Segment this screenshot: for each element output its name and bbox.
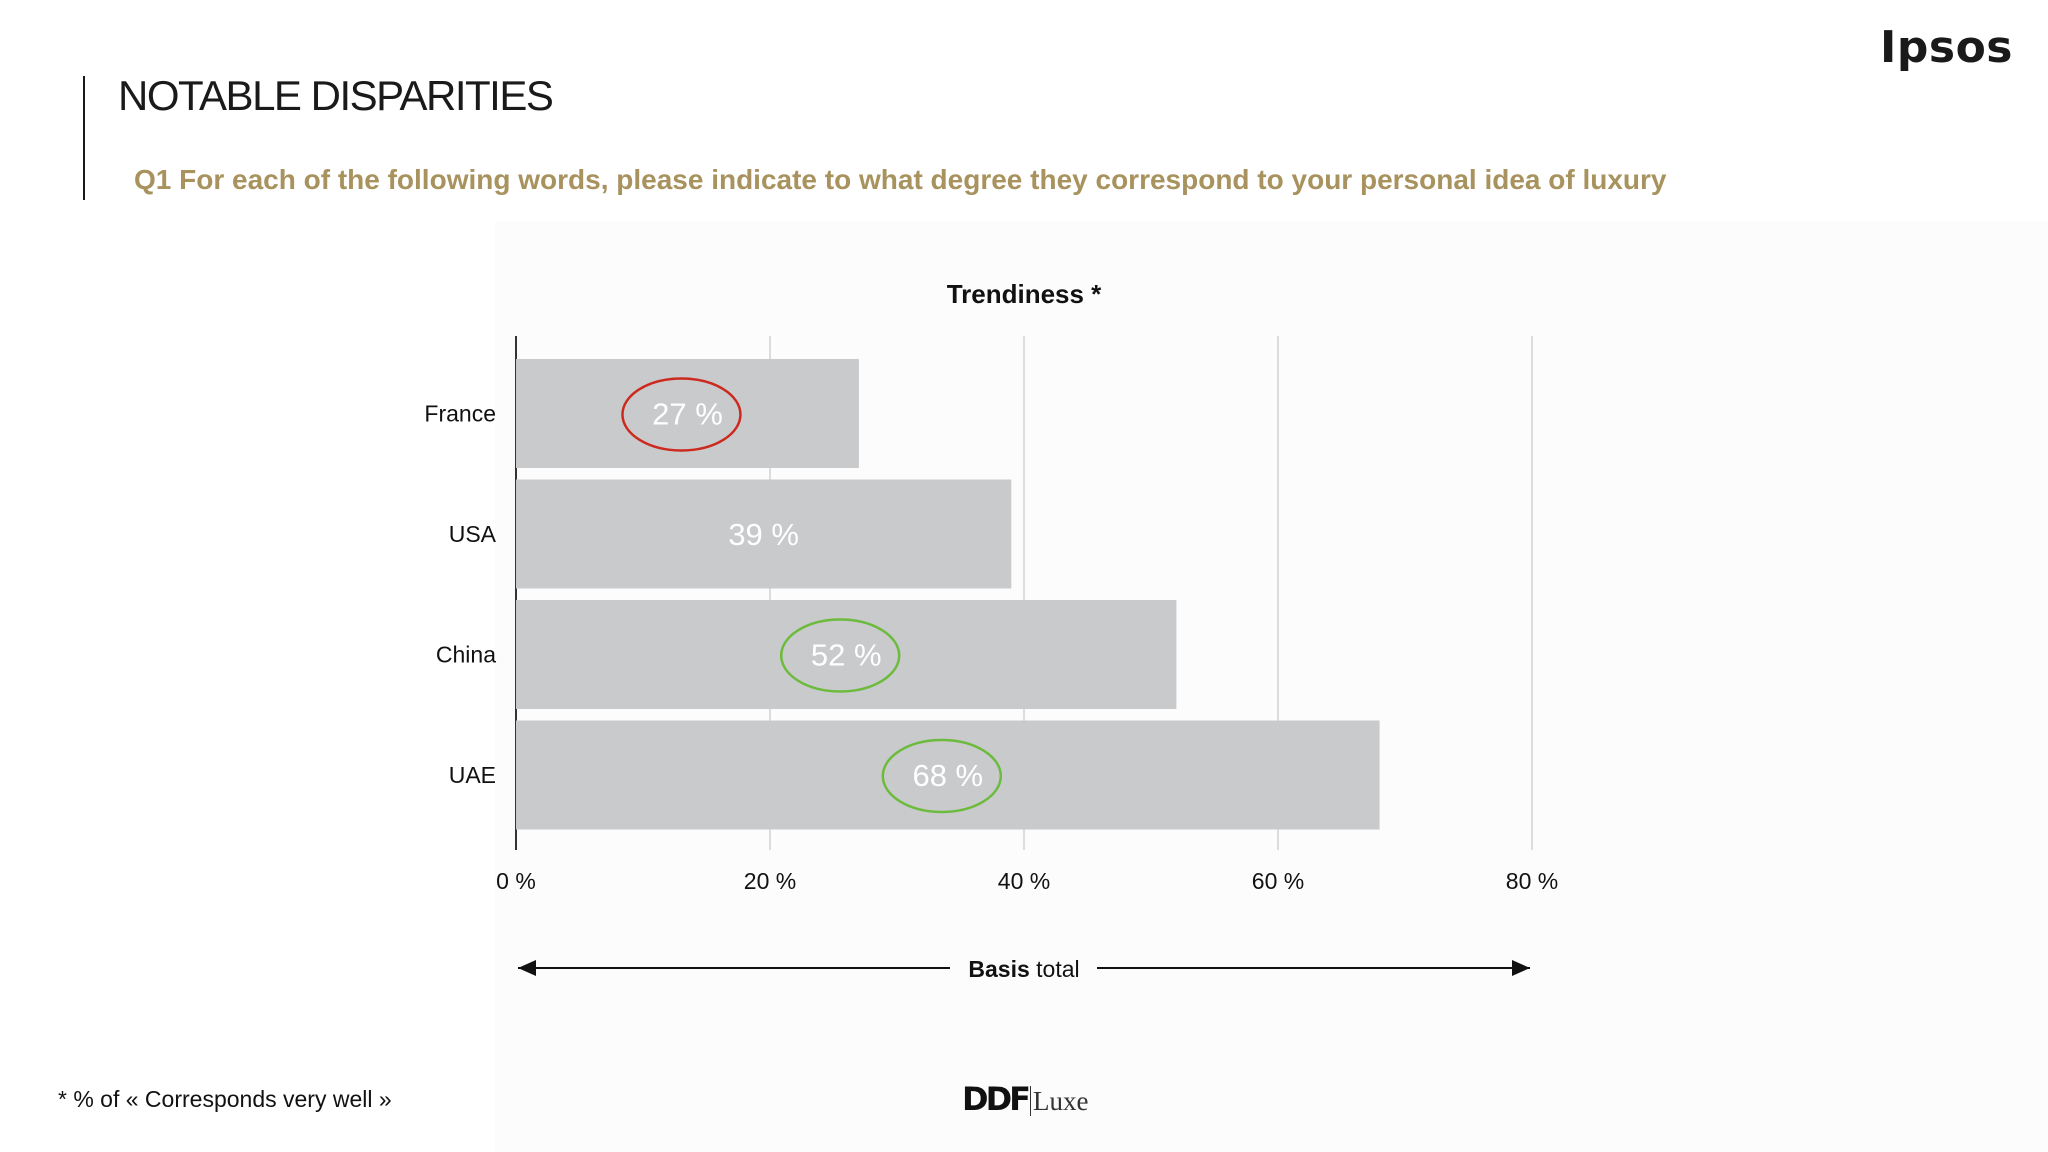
bar-usa (516, 479, 1012, 589)
x-tick-label: 80 % (1506, 868, 1558, 894)
question-text: Q1 For each of the following words, plea… (134, 164, 1667, 195)
category-label: USA (449, 521, 497, 547)
category-label: China (436, 642, 496, 668)
x-tick-label: 40 % (998, 868, 1050, 894)
value-label: 39 % (728, 517, 799, 552)
title-accent-line (83, 76, 85, 200)
value-label: 52 % (811, 638, 882, 673)
basis-annotation: Basis total (518, 956, 1530, 982)
logo-main: DDF (962, 1080, 1031, 1118)
page-title: NOTABLE DISPARITIES (118, 72, 554, 119)
logo-sub: Luxe (1029, 1086, 1089, 1116)
x-tick-label: 0 % (496, 868, 536, 894)
value-label: 68 % (912, 758, 983, 793)
chart-title: Trendiness * (947, 279, 1102, 309)
category-label: France (424, 401, 496, 427)
value-label: 27 % (652, 397, 723, 432)
ddf-luxe-logo: DDF Luxe (962, 1080, 1089, 1120)
footnote: * % of « Corresponds very well » (58, 1086, 392, 1112)
x-tick-label: 60 % (1252, 868, 1304, 894)
highlight-circle (621, 377, 742, 452)
basis-bold: Basis (968, 956, 1029, 982)
svg-text:Basis total: Basis total (968, 956, 1079, 982)
category-label: UAE (449, 762, 496, 788)
x-tick-label: 20 % (744, 868, 796, 894)
brand-logo: Ipsos (1880, 22, 2013, 73)
highlight-circle (881, 738, 1003, 814)
highlight-circle (779, 618, 901, 693)
basis-rest: total (1030, 956, 1080, 982)
